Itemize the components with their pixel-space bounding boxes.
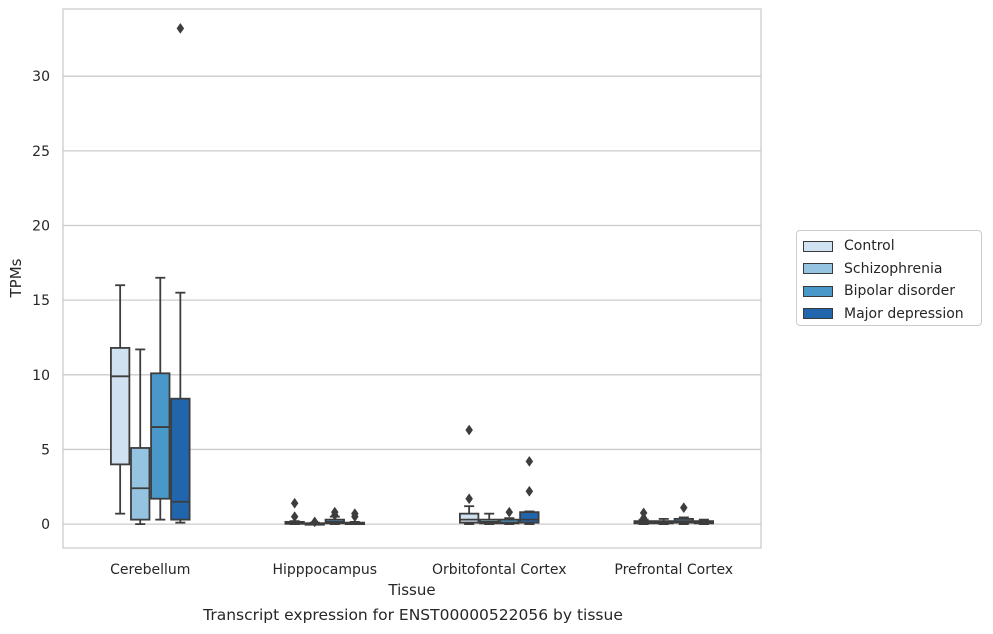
legend-item: Major depression (803, 303, 981, 326)
outlier-point (639, 507, 648, 519)
x-tick-label: Hipppocampus (272, 562, 377, 578)
box-control (633, 507, 654, 526)
outlier-point (525, 455, 534, 467)
y-tick-label: 30 (32, 69, 50, 85)
legend-swatch (803, 263, 833, 275)
y-tick-label: 20 (32, 218, 50, 234)
legend-label: Control (844, 238, 895, 255)
box-control (110, 284, 131, 515)
box-major-depression (519, 455, 540, 526)
figure-caption: Transcript expression for ENST0000052205… (203, 606, 623, 624)
legend: Control Schizophrenia Bipolar disorder Majo… (796, 230, 982, 326)
plot-area-frame (62, 8, 762, 549)
outlier-point (525, 485, 534, 497)
box-bipolar-disorder (673, 502, 694, 526)
outlier-point (679, 502, 688, 514)
legend-swatch (803, 285, 833, 297)
box-control (284, 497, 305, 526)
box-iqr (519, 511, 540, 524)
y-tick-label: 15 (32, 293, 50, 309)
x-tick-label: Prefrontal Cortex (614, 562, 733, 578)
box-bipolar-disorder (324, 506, 345, 526)
legend-label: Major depression (844, 305, 964, 322)
box-iqr (130, 447, 151, 521)
outlier-point (505, 506, 514, 518)
x-tick-label: Cerebellum (110, 562, 190, 578)
legend-item: Control (803, 235, 981, 258)
legend-item: Schizophrenia (803, 258, 981, 281)
outlier-point (330, 506, 339, 518)
box-schizophrenia (653, 517, 674, 526)
legend-swatch (803, 240, 833, 252)
y-tick-label: 10 (32, 368, 50, 384)
y-tick-labels: 0 5 10 15 20 25 30 (32, 69, 50, 533)
box-bipolar-disorder (150, 276, 171, 521)
legend-item: Bipolar disorder (803, 280, 981, 303)
legend-label: Schizophrenia (844, 260, 943, 277)
boxes (110, 22, 714, 528)
legend-swatch (803, 308, 833, 320)
box-bipolar-disorder (499, 506, 520, 526)
box-iqr (110, 347, 131, 466)
y-tick-label: 0 (41, 517, 50, 533)
outlier-point (176, 22, 185, 34)
box-major-depression (170, 22, 191, 524)
outlier-point (290, 511, 299, 523)
y-axis-title: TPMs (7, 258, 25, 298)
box-schizophrenia (130, 348, 151, 526)
box-iqr (150, 372, 171, 500)
box-iqr (459, 512, 480, 524)
box-schizophrenia (479, 512, 500, 526)
y-tick-label: 5 (41, 442, 50, 458)
box-schizophrenia (304, 516, 325, 528)
outlier-point (465, 493, 473, 505)
outlier-point (310, 516, 319, 528)
box-iqr (170, 397, 191, 521)
y-tick-label: 25 (32, 144, 50, 160)
box-major-depression (693, 518, 714, 526)
outlier-point (290, 497, 299, 509)
x-axis-title: Tissue (387, 581, 435, 599)
legend-label: Bipolar disorder (844, 283, 956, 300)
outlier-point (465, 424, 473, 436)
box-major-depression (344, 508, 365, 526)
x-tick-label: Orbitofontal Cortex (432, 562, 567, 578)
outlier-point (351, 508, 359, 520)
x-tick-labels: Cerebellum Hipppocampus Orbitofontal Corte… (110, 562, 733, 578)
box-control (459, 424, 480, 526)
